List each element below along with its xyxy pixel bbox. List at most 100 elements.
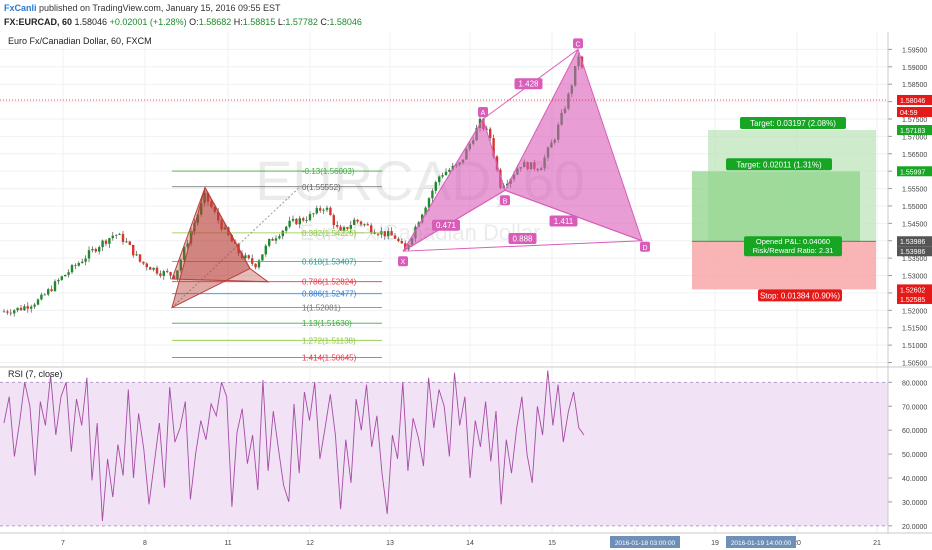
- pl-label: Opened P&L: 0.04060: [756, 237, 830, 246]
- price-tag-label: 1.57183: [900, 128, 925, 135]
- candle-body: [434, 182, 437, 191]
- price-tag-bg: [897, 284, 932, 295]
- price-tick-label: 1.50500: [902, 361, 927, 368]
- candle-body: [101, 240, 104, 248]
- rsi-tick-label: 40.0000: [902, 476, 927, 483]
- harmonic-leg-bd: [504, 189, 643, 242]
- candle-body: [128, 241, 131, 245]
- candle-body: [166, 271, 169, 273]
- candle-body: [366, 224, 369, 226]
- candle-body: [506, 183, 509, 186]
- pattern-point-label: B: [503, 198, 508, 205]
- candle-body: [220, 220, 223, 230]
- price-tick-label: 1.56500: [902, 152, 927, 159]
- candle-body: [312, 213, 315, 215]
- candle-body: [200, 203, 203, 215]
- candle-body: [26, 306, 29, 309]
- price-tag-label: 1.53986: [900, 239, 925, 246]
- pattern-point-marker: [573, 38, 583, 49]
- price-tick-label: 1.57500: [902, 117, 927, 124]
- candle-body: [125, 241, 128, 243]
- candle-body: [349, 224, 352, 229]
- price-tag-label: 04:59: [900, 110, 918, 117]
- fib-trendline: [171, 186, 301, 308]
- fib-level-label: 1.272(1.51138): [302, 336, 356, 345]
- ratio-tag-label: 0.888: [512, 234, 533, 243]
- price-tag-label: 1.55997: [900, 169, 925, 176]
- price-tick-label: 1.55500: [902, 187, 927, 194]
- open-label: O:: [189, 17, 199, 27]
- candle-body: [264, 245, 267, 255]
- chart-header: FxCanli published on TradingView.com, Ja…: [0, 0, 932, 34]
- candle-body: [94, 248, 97, 252]
- fib-level-label: 0(1.55552): [302, 183, 341, 192]
- candle-body: [152, 267, 155, 270]
- stop-label: Stop: 0.01384 (0.90%): [760, 291, 840, 300]
- candle-body: [36, 299, 40, 305]
- close-label: C:: [320, 17, 330, 27]
- candle-body: [210, 201, 213, 207]
- candle-body: [132, 244, 135, 256]
- price-tag-bg: [897, 293, 932, 304]
- time-tick-label: 15: [548, 540, 556, 547]
- time-tag-bg: [610, 536, 680, 548]
- candle-body: [43, 294, 46, 296]
- pattern-point-marker: [640, 241, 650, 252]
- candle-body: [322, 209, 325, 211]
- candle-body: [325, 207, 329, 210]
- rsi-title: RSI (7, close): [8, 369, 63, 379]
- fib-level-label: 0.886(1.52477): [302, 290, 357, 299]
- price-tag-bg: [897, 166, 932, 177]
- high-value: 1.58815: [242, 17, 276, 27]
- pane-title: Euro Fx/Canadian Dollar, 60, FXCM: [8, 36, 152, 46]
- low-label: L:: [277, 17, 286, 27]
- candle-body: [247, 255, 250, 259]
- candle-body: [108, 238, 111, 244]
- candle-body: [268, 238, 271, 246]
- candle-body: [50, 289, 53, 292]
- fib-level-label: 1(1.52081): [302, 304, 341, 313]
- author-link[interactable]: FxCanli: [4, 3, 37, 13]
- pattern-point-label: X: [401, 259, 406, 266]
- candle-body: [427, 198, 431, 208]
- candle-body: [257, 260, 261, 268]
- price-tick-label: 1.57000: [902, 134, 927, 141]
- candle-body: [81, 261, 84, 264]
- candle-body: [145, 263, 148, 268]
- candle-body: [91, 248, 94, 251]
- candle-body: [6, 311, 9, 313]
- price-tick-label: 1.53500: [902, 256, 927, 263]
- candle-body: [2, 311, 6, 313]
- candle-body: [118, 233, 121, 235]
- candle-body: [376, 233, 380, 235]
- candle-body: [424, 207, 427, 215]
- ratio-tag-bg: [508, 232, 537, 244]
- candle-body: [196, 214, 199, 223]
- time-tick-label: 8: [143, 540, 147, 547]
- candle-body: [115, 234, 118, 236]
- candle-body: [74, 265, 77, 266]
- candle-body: [393, 235, 397, 239]
- symbol-label: FX:EURCAD, 60: [4, 17, 73, 27]
- candle-body: [40, 294, 43, 300]
- candle-body: [203, 192, 206, 204]
- price-tag-bg: [897, 125, 932, 136]
- candle-body: [302, 218, 305, 221]
- candle-body: [339, 226, 342, 231]
- candle-body: [421, 214, 424, 223]
- candle-body: [342, 227, 346, 231]
- candle-body: [84, 258, 87, 262]
- candle-body: [397, 238, 400, 242]
- low-value: 1.57782: [285, 17, 318, 27]
- candle-body: [359, 221, 363, 225]
- pattern-point-marker: [500, 195, 510, 206]
- candle-body: [172, 275, 176, 279]
- ratio-tag-bg: [514, 78, 543, 90]
- price-tick-label: 1.59500: [902, 47, 927, 54]
- price-tick-label: 1.58500: [902, 82, 927, 89]
- time-tick-label: 14: [466, 540, 474, 547]
- pattern-point-label: D: [642, 245, 647, 252]
- candle-body: [281, 230, 284, 237]
- candle-body: [240, 253, 244, 259]
